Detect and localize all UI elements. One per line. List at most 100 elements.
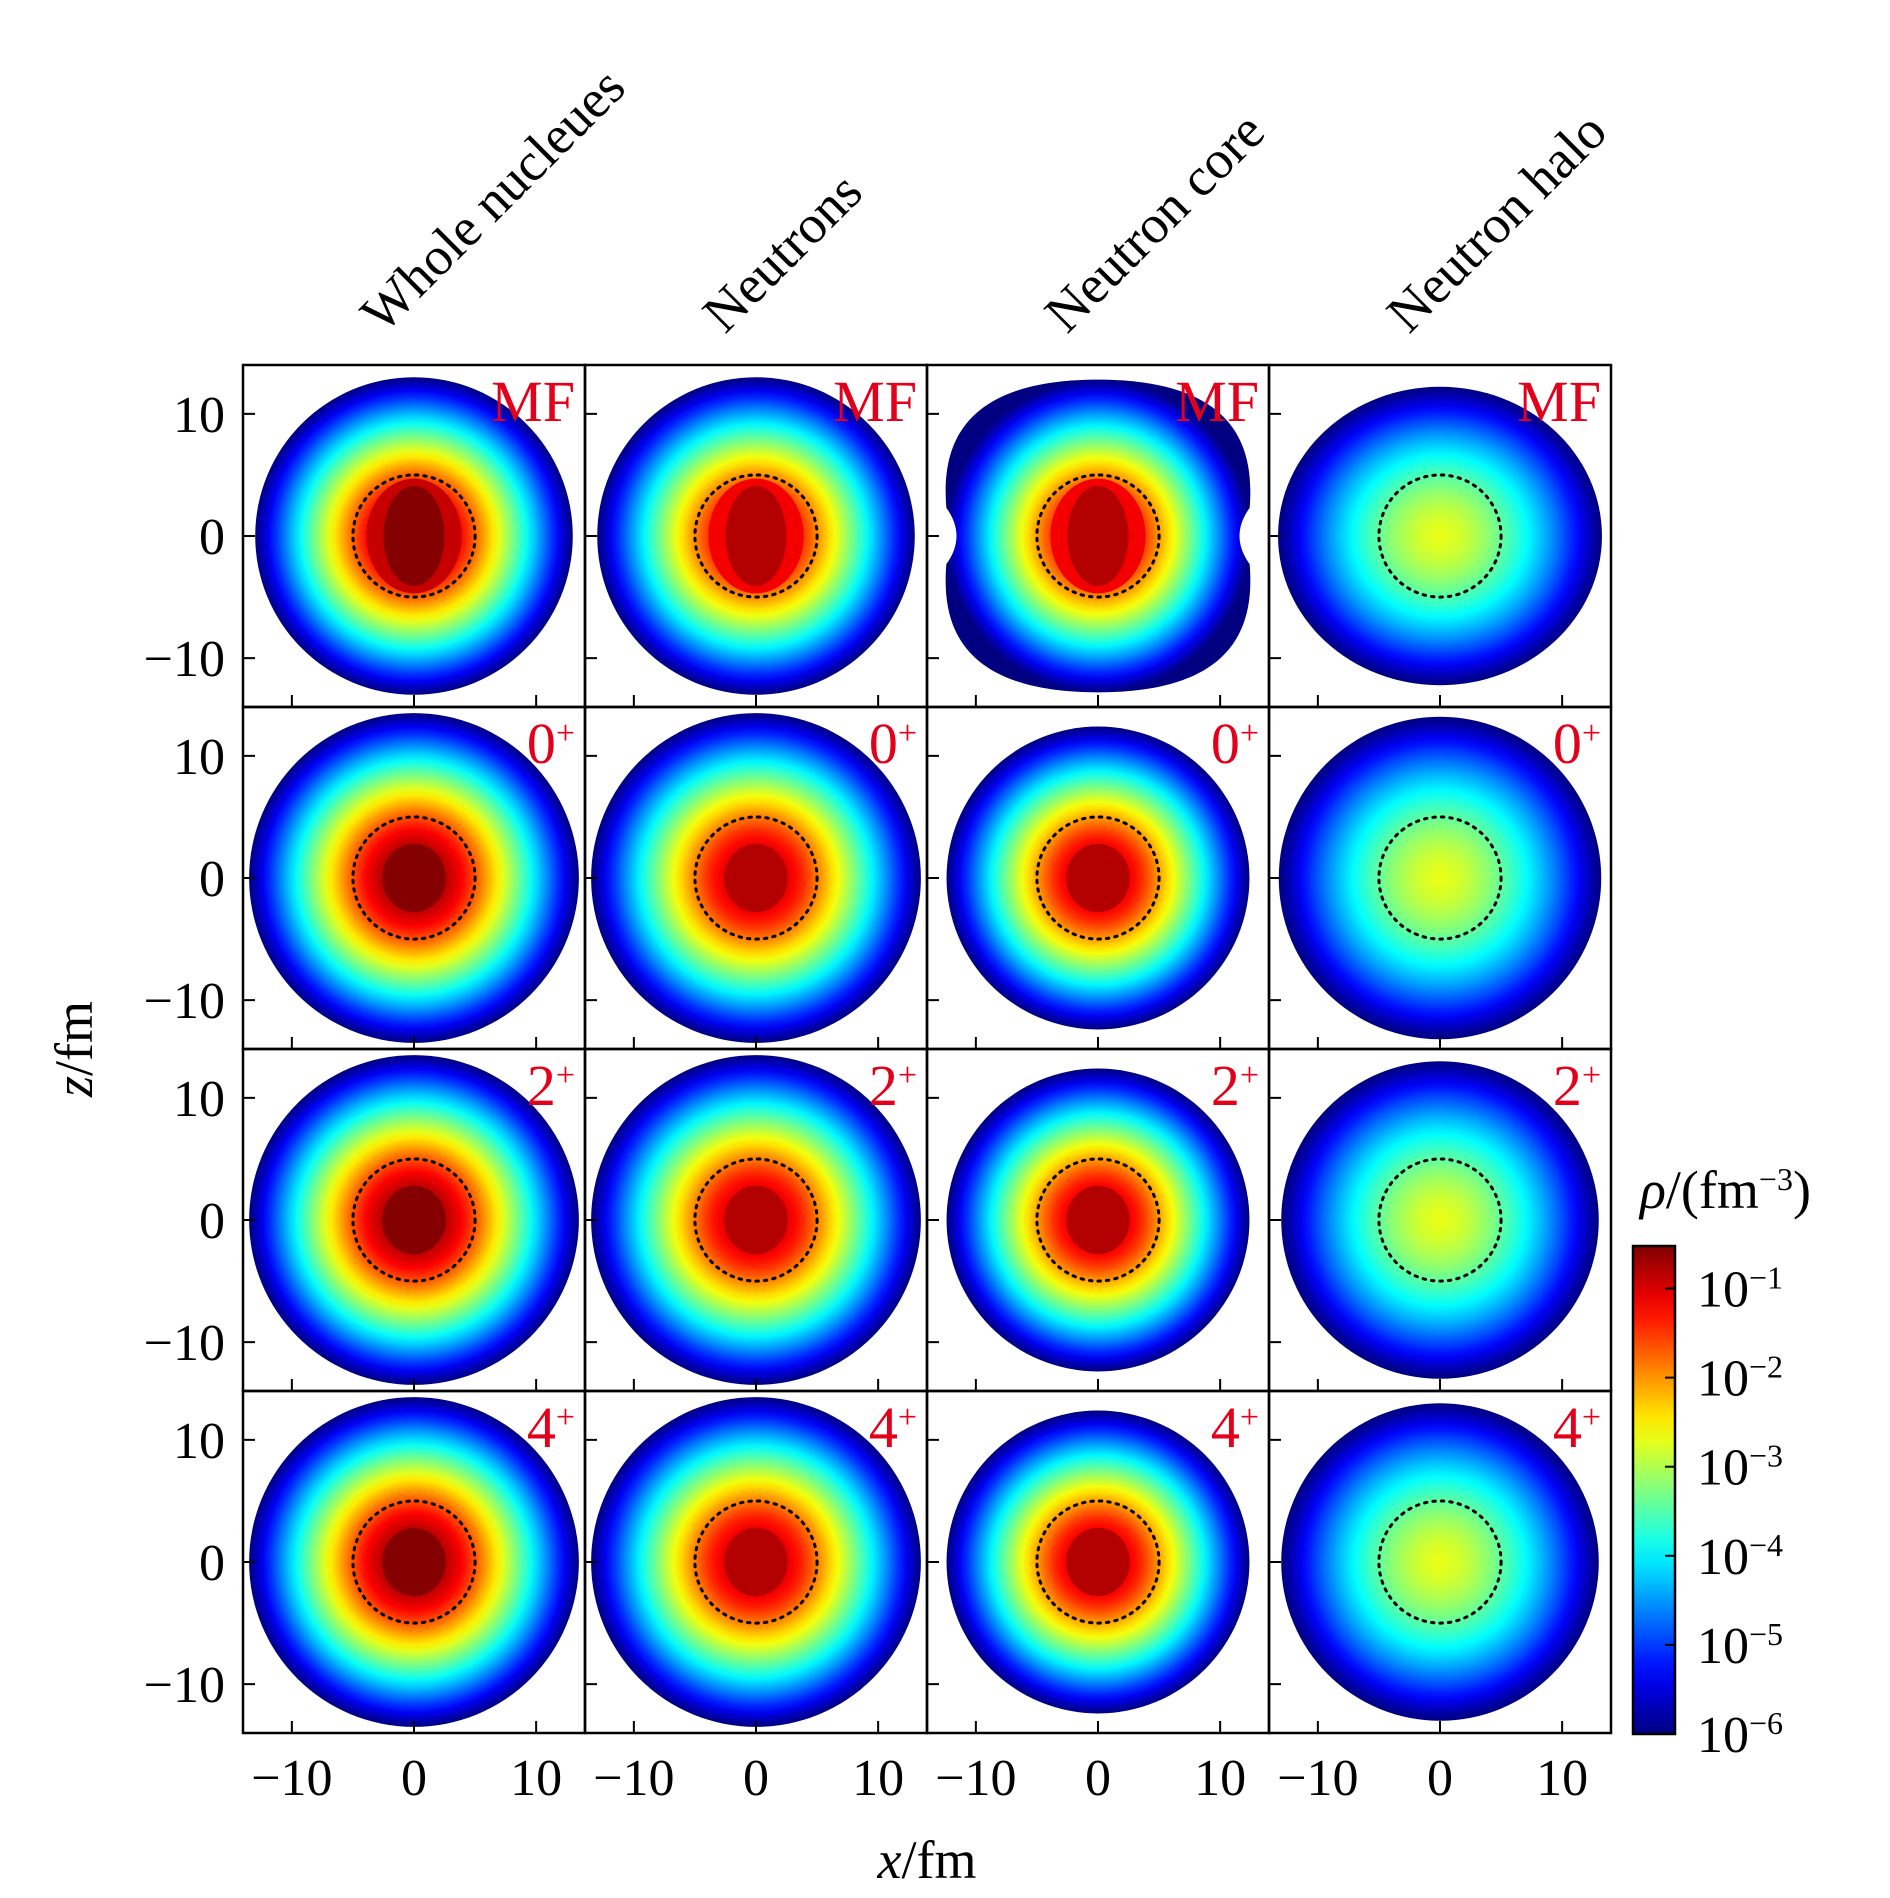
state-label-sup: +: [556, 1057, 575, 1094]
y-tick-label: 0: [199, 1193, 225, 1250]
density-core: [1067, 485, 1129, 587]
reference-circle: [1035, 1157, 1161, 1283]
colorbar-tick-base: 10: [1697, 1707, 1749, 1764]
x-tick-label: 0: [1085, 1750, 1111, 1807]
density-panel-mf-4: MF: [1267, 363, 1613, 709]
state-label: 4+: [869, 1395, 917, 1460]
density-blob: [1278, 716, 1602, 1040]
reference-circle: [1377, 815, 1503, 941]
reference-circle: [1035, 473, 1161, 599]
x-tick-label: −10: [935, 1750, 1016, 1807]
density-blob: [1278, 386, 1602, 686]
density-core: [724, 843, 788, 913]
state-label-text: 2: [1211, 1053, 1240, 1118]
colorbar-tick-label: 10−5: [1697, 1616, 1783, 1675]
colorbar-tick-label: 10−3: [1697, 1438, 1783, 1497]
reference-circle: [693, 1157, 819, 1283]
x-tick-label: −10: [251, 1750, 332, 1807]
colorbar-tick-exp: −4: [1749, 1527, 1783, 1563]
y-tick-label: 10: [173, 1071, 225, 1128]
density-panel-0-3: 0+: [925, 705, 1271, 1051]
density-panel-2-2: 2+: [583, 1047, 929, 1393]
state-label-sup: +: [898, 1399, 917, 1436]
state-label-sup: +: [1240, 1057, 1259, 1094]
density-core: [383, 485, 445, 587]
colorbar-tick-label: 10−6: [1697, 1705, 1783, 1764]
colorbar-label-var: ρ: [1638, 1160, 1666, 1220]
density-panel-4-2: 4+: [583, 1389, 929, 1735]
y-axis-var: z: [44, 1076, 104, 1098]
state-label-sup: +: [556, 715, 575, 752]
reference-circle: [1377, 473, 1503, 599]
state-label-sup: +: [1582, 1399, 1601, 1436]
state-label-sup: +: [898, 1057, 917, 1094]
colorbar-label-exp: −3: [1759, 1161, 1793, 1197]
colorbar-label-unit: /(fm: [1666, 1160, 1759, 1220]
state-label-text: MF: [833, 369, 917, 434]
x-tick-label: −10: [1277, 1750, 1358, 1807]
x-tick-label: −10: [593, 1750, 674, 1807]
y-tick-label: 0: [199, 509, 225, 566]
state-label-text: MF: [491, 369, 575, 434]
density-core: [725, 485, 787, 587]
y-tick-label: 10: [173, 729, 225, 786]
state-label: 4+: [527, 1395, 575, 1460]
x-axis-label: x/fm: [877, 1830, 977, 1890]
state-label-sup: +: [1240, 715, 1259, 752]
state-label: 4+: [1211, 1395, 1259, 1460]
y-tick-label: −10: [144, 973, 225, 1030]
state-label: 4+: [1553, 1395, 1601, 1460]
state-label-text: 0: [869, 711, 898, 776]
colorbar-tick-label: 10−4: [1697, 1527, 1783, 1586]
state-label: 2+: [869, 1053, 917, 1118]
state-label: 0+: [869, 711, 917, 776]
x-tick-label: 10: [1536, 1750, 1588, 1807]
reference-circle: [351, 815, 477, 941]
x-tick-label: 10: [510, 1750, 562, 1807]
density-blob: [1281, 1403, 1599, 1721]
y-tick-label: 10: [173, 1413, 225, 1470]
x-tick-label: 0: [401, 1750, 427, 1807]
state-label-text: 0: [1211, 711, 1240, 776]
density-panel-mf-3: MF: [925, 363, 1271, 709]
colorbar-tick-exp: −6: [1749, 1705, 1783, 1741]
reference-circle: [351, 1499, 477, 1625]
state-label: MF: [1517, 369, 1601, 434]
state-label-sup: +: [1582, 1057, 1601, 1094]
colorbar: 10−110−210−310−410−510−6ρ/(fm−3): [1631, 1160, 1811, 1764]
state-label-sup: +: [556, 1399, 575, 1436]
y-tick-label: 0: [199, 1535, 225, 1592]
x-axis-var: x: [877, 1830, 902, 1890]
column-header: Neutron core: [1033, 101, 1276, 344]
y-tick-label: 0: [199, 851, 225, 908]
state-label-text: 0: [527, 711, 556, 776]
reference-circle: [693, 1499, 819, 1625]
state-label-sup: +: [1240, 1399, 1259, 1436]
state-label-text: 2: [869, 1053, 898, 1118]
state-label: MF: [1175, 369, 1259, 434]
state-label-text: 0: [1553, 711, 1582, 776]
y-tick-label: 10: [173, 387, 225, 444]
density-blob: [1281, 1061, 1599, 1379]
density-panel-mf-1: MF: [241, 363, 587, 709]
y-axis-unit: /fm: [44, 1001, 104, 1076]
state-label: 0+: [1553, 711, 1601, 776]
x-tick-label: 10: [1194, 1750, 1246, 1807]
reference-circle: [1377, 1157, 1503, 1283]
density-core: [724, 1527, 788, 1597]
density-core: [724, 1185, 788, 1255]
density-core: [382, 1527, 446, 1597]
state-label-text: MF: [1175, 369, 1259, 434]
y-tick-label: −10: [144, 1657, 225, 1714]
density-panel-0-1: 0+: [241, 705, 587, 1051]
reference-circle: [693, 473, 819, 599]
density-core: [382, 843, 446, 913]
density-panel-4-1: 4+: [241, 1389, 587, 1735]
y-axis-label: z/fm: [44, 1001, 104, 1098]
y-tick-label: −10: [144, 631, 225, 688]
reference-circle: [351, 1157, 477, 1283]
x-tick-label: 0: [1427, 1750, 1453, 1807]
state-label-sup: +: [898, 715, 917, 752]
state-label: 2+: [1211, 1053, 1259, 1118]
